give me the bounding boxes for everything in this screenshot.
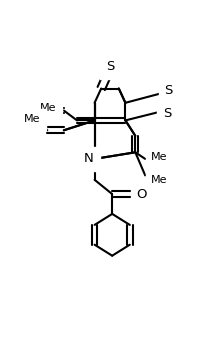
Text: N: N [84,153,94,166]
Text: O: O [137,188,147,201]
Text: Me: Me [40,103,57,113]
Text: Me: Me [24,114,40,124]
Text: S: S [164,84,172,97]
Text: S: S [163,107,171,120]
Text: Me: Me [151,175,168,185]
Text: Me: Me [151,152,168,162]
Text: S: S [106,60,114,73]
